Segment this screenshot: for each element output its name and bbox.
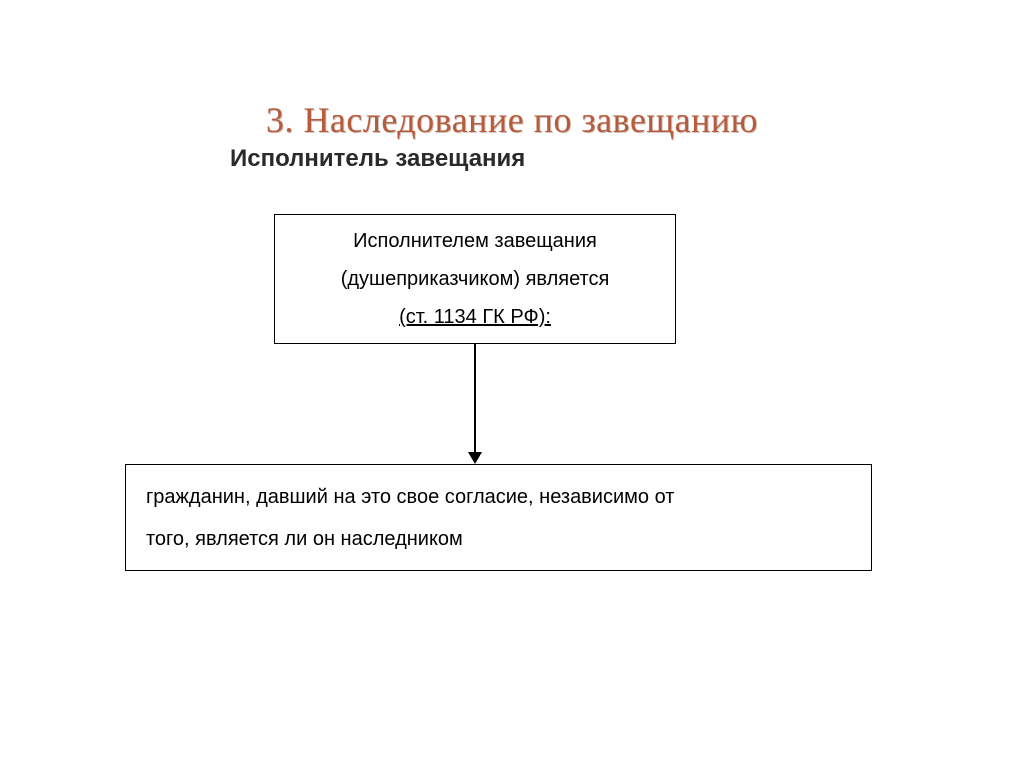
flow-node-bottom-line-1: гражданин, давший на это свое согласие, … [146,476,851,518]
flow-node-top-line-3: (ст. 1134 ГК РФ): [275,298,675,336]
flow-node-top-line-2: (душеприказчиком) является [275,260,675,298]
flow-node-top: Исполнителем завещания (душеприказчиком)… [274,214,676,344]
slide-subtitle: Исполнитель завещания [230,145,525,173]
slide-title: 3. Наследование по завещанию [0,99,1024,141]
flow-node-bottom-line-2: того, является ли он наследником [146,518,851,560]
flow-edge-line [474,344,476,452]
flow-node-bottom: гражданин, давший на это свое согласие, … [125,464,872,571]
flow-edge-arrowhead-icon [468,452,482,464]
slide: 3. Наследование по завещанию Исполнитель… [0,0,1024,767]
flow-node-top-line-1: Исполнителем завещания [275,222,675,260]
